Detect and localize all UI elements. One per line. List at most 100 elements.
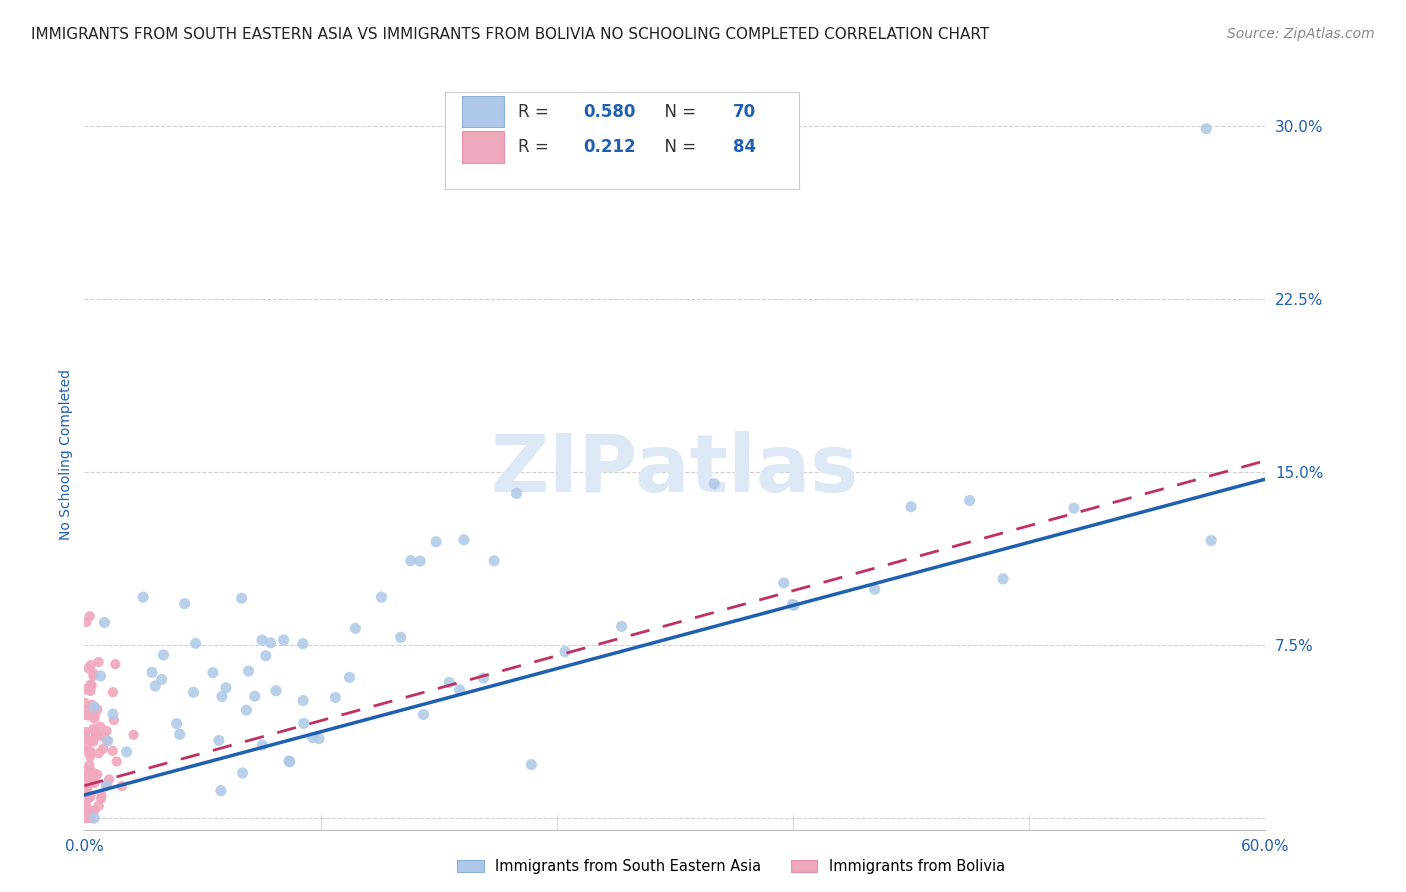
- Point: [86, 702, 108, 716]
- Point: [900, 500, 922, 514]
- Point: [783, 599, 806, 613]
- Point: [94, 778, 117, 792]
- Point: [1195, 121, 1218, 136]
- Point: [132, 590, 155, 604]
- Point: [76, 682, 98, 697]
- Point: [79, 745, 101, 759]
- Point: [73, 696, 96, 710]
- Point: [89, 669, 111, 683]
- Point: [79, 774, 101, 789]
- Point: [339, 670, 361, 684]
- Point: [80, 772, 103, 786]
- Point: [96, 779, 118, 793]
- Text: 0.580: 0.580: [582, 103, 636, 120]
- Point: [292, 716, 315, 731]
- Point: [82, 722, 104, 736]
- Point: [86, 767, 108, 781]
- Point: [166, 716, 188, 731]
- Point: [75, 811, 97, 825]
- Point: [73, 811, 96, 825]
- Point: [83, 776, 105, 790]
- Point: [75, 799, 97, 814]
- Point: [412, 707, 434, 722]
- Point: [449, 682, 471, 697]
- Point: [80, 811, 103, 825]
- Point: [308, 731, 330, 746]
- Point: [96, 733, 118, 747]
- Point: [231, 591, 253, 606]
- Point: [101, 744, 124, 758]
- FancyBboxPatch shape: [444, 92, 799, 189]
- Point: [278, 755, 301, 769]
- Point: [75, 811, 97, 825]
- Point: [103, 713, 125, 727]
- Point: [73, 707, 96, 722]
- Point: [111, 779, 134, 793]
- Point: [959, 493, 981, 508]
- Point: [82, 773, 104, 788]
- Point: [75, 615, 97, 629]
- Point: [254, 648, 277, 663]
- Point: [184, 636, 207, 650]
- Point: [610, 619, 633, 633]
- Point: [83, 804, 105, 818]
- Text: 70: 70: [733, 103, 756, 120]
- Point: [87, 746, 110, 760]
- Point: [425, 534, 447, 549]
- Point: [259, 636, 281, 650]
- Point: [76, 811, 98, 825]
- Point: [79, 609, 101, 624]
- Text: N =: N =: [654, 103, 702, 120]
- Point: [83, 766, 105, 780]
- Point: [991, 572, 1014, 586]
- Point: [101, 685, 124, 699]
- Point: [90, 791, 112, 805]
- Point: [243, 690, 266, 704]
- Point: [80, 733, 103, 747]
- Y-axis label: No Schooling Completed: No Schooling Completed: [59, 369, 73, 541]
- Point: [370, 590, 392, 604]
- Point: [79, 764, 101, 778]
- Point: [104, 657, 127, 672]
- Point: [208, 733, 231, 747]
- Point: [83, 712, 105, 726]
- Point: [73, 804, 96, 818]
- Point: [77, 791, 100, 805]
- Point: [87, 798, 110, 813]
- Point: [83, 666, 105, 681]
- Point: [91, 742, 114, 756]
- Point: [115, 745, 138, 759]
- Point: [79, 746, 101, 760]
- Point: [152, 648, 174, 662]
- Point: [86, 728, 108, 742]
- Point: [209, 783, 232, 797]
- Text: N =: N =: [654, 138, 702, 156]
- Point: [75, 744, 97, 758]
- Point: [1063, 501, 1085, 516]
- Point: [301, 731, 323, 745]
- Point: [273, 632, 295, 647]
- Point: [87, 655, 110, 669]
- Point: [73, 777, 96, 791]
- Point: [73, 728, 96, 742]
- Point: [482, 554, 505, 568]
- Point: [73, 762, 96, 776]
- Point: [292, 693, 315, 707]
- Point: [79, 789, 101, 804]
- Point: [84, 727, 107, 741]
- Point: [439, 675, 461, 690]
- Point: [73, 682, 96, 697]
- Point: [77, 769, 100, 783]
- Point: [252, 738, 274, 752]
- Point: [278, 754, 301, 768]
- Point: [75, 725, 97, 739]
- FancyBboxPatch shape: [463, 131, 503, 162]
- Point: [93, 615, 115, 630]
- Point: [215, 681, 238, 695]
- Point: [79, 758, 101, 772]
- Point: [76, 782, 98, 797]
- Point: [291, 637, 314, 651]
- Point: [79, 744, 101, 758]
- Point: [79, 678, 101, 692]
- Text: Source: ZipAtlas.com: Source: ZipAtlas.com: [1227, 27, 1375, 41]
